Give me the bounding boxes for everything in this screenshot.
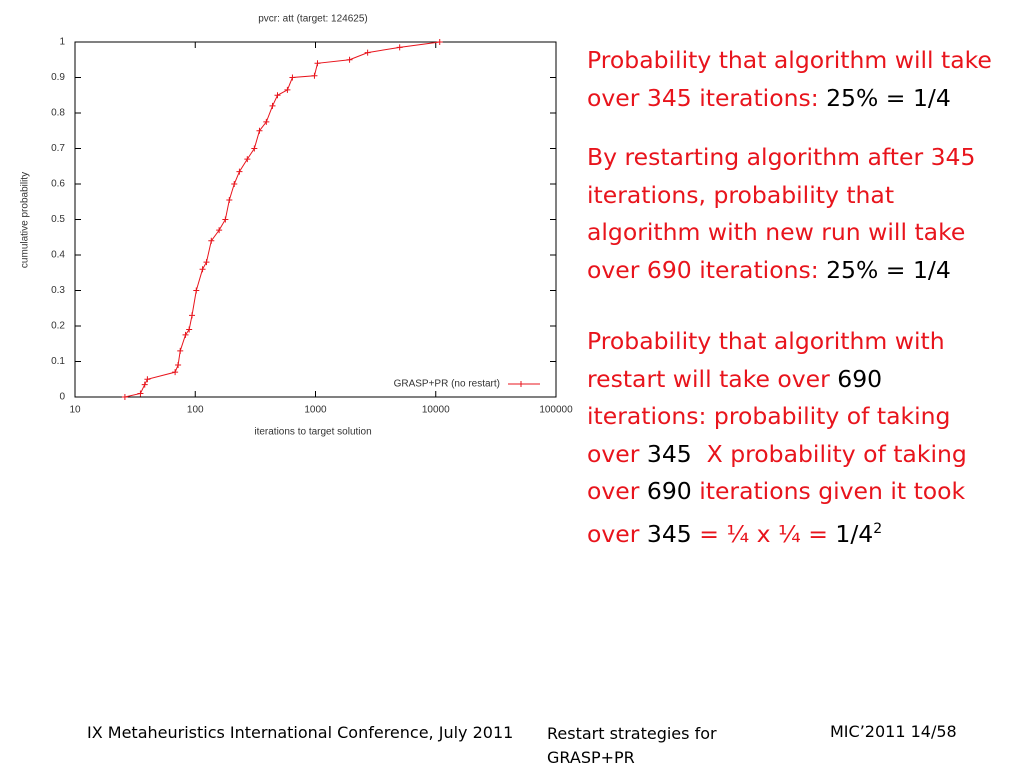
text-block: Probability that algorithm with restart … — [587, 323, 997, 553]
text-run: iterations given it took over — [587, 477, 973, 548]
y-tick-label: 0.6 — [51, 179, 65, 190]
data-point — [182, 331, 189, 338]
data-point — [314, 60, 321, 67]
x-axis-label: iterations to target solution — [254, 427, 371, 438]
text-block: Probability that algorithm will take ove… — [587, 42, 997, 117]
data-point — [222, 216, 229, 223]
x-tick-label: 10 — [69, 405, 81, 416]
data-point — [364, 49, 371, 56]
text-run: 1/4 — [835, 519, 874, 548]
y-tick-label: 0.9 — [51, 72, 65, 83]
data-point — [236, 168, 243, 175]
x-tick-label: 1000 — [304, 405, 327, 416]
text-run: 345 — [646, 519, 692, 548]
data-point — [244, 156, 251, 163]
data-point — [216, 227, 223, 234]
data-point — [436, 39, 443, 45]
x-tick-label: 10000 — [422, 405, 450, 416]
data-point — [121, 394, 128, 400]
y-tick-label: 0.2 — [51, 321, 65, 332]
data-point — [186, 326, 193, 333]
superscript: 2 — [873, 520, 883, 537]
data-point — [208, 237, 215, 244]
y-tick-label: 0.3 — [51, 285, 65, 296]
y-axis-label: cumulative probability — [20, 172, 31, 268]
text-run: 25% = 1/4 — [826, 255, 951, 284]
y-tick-label: 0.4 — [51, 250, 65, 261]
legend-label: GRASP+PR (no restart) — [394, 379, 500, 390]
data-point — [189, 312, 196, 319]
data-point — [289, 74, 296, 81]
y-tick-label: 0.1 — [51, 356, 65, 367]
data-point — [346, 56, 353, 63]
data-point — [256, 127, 263, 134]
data-point — [263, 118, 270, 125]
data-point — [137, 390, 144, 397]
text-block: By restarting algorithm after 345 iterat… — [587, 139, 997, 289]
data-point — [193, 287, 200, 294]
text-run: 690 — [646, 477, 692, 505]
x-tick-label: 100 — [187, 405, 204, 416]
plot-frame — [74, 41, 557, 398]
text-run: Probability that algorithm will take ove… — [587, 46, 1000, 112]
text-run: iterations: probability of taking over — [587, 364, 958, 468]
data-point — [231, 181, 238, 187]
data-point — [199, 266, 206, 273]
text-run: By restarting algorithm after 345 iterat… — [587, 143, 983, 284]
data-point — [144, 376, 151, 383]
text-run: Probability that algorithm with restart … — [587, 327, 953, 393]
y-tick-label: 0.8 — [51, 108, 65, 119]
text-run: 690 — [837, 364, 883, 393]
data-point — [284, 86, 291, 93]
data-point — [177, 347, 184, 354]
data-point — [226, 196, 233, 203]
data-point — [141, 381, 148, 388]
data-point — [172, 369, 179, 376]
footer-conference: IX Metaheuristics International Conferen… — [87, 723, 514, 742]
text-run: = ¼ x ¼ = — [691, 519, 836, 548]
data-point — [203, 259, 210, 266]
y-tick-label: 0 — [59, 392, 65, 403]
footer-topic: Restart strategies for GRASP+PR — [547, 724, 717, 767]
text-run: 25% = 1/4 — [826, 83, 951, 112]
x-tick-label: 100000 — [539, 405, 573, 416]
y-tick-label: 1 — [59, 37, 65, 48]
data-point — [175, 362, 182, 369]
footer-page: MIC’2011 14/58 — [830, 722, 957, 741]
data-point — [274, 92, 281, 99]
data-point — [251, 145, 258, 152]
y-tick-label: 0.7 — [51, 143, 65, 154]
data-point — [396, 44, 403, 51]
chart-title: pvcr: att (target: 124625) — [258, 14, 368, 25]
data-point — [311, 72, 318, 79]
text-run: 345 — [646, 439, 692, 468]
chart: pvcr: att (target: 124625) iterations to… — [20, 14, 573, 438]
data-point — [269, 102, 276, 109]
text-run: X probability of taking over — [587, 439, 975, 506]
y-tick-label: 0.5 — [51, 214, 65, 225]
data-line — [124, 41, 440, 398]
